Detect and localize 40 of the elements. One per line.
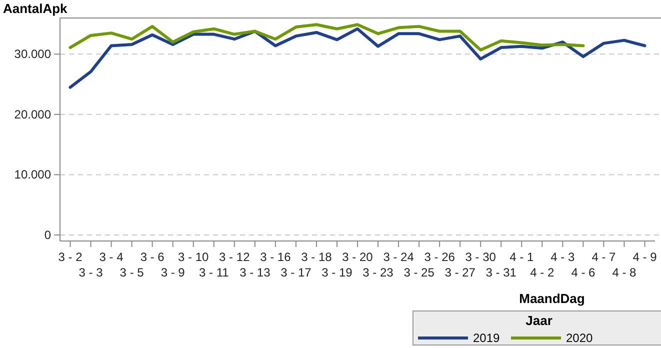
x-axis-title: MaandDag	[519, 291, 585, 306]
x-tick-label: 3 - 18	[301, 250, 332, 264]
x-tick-label: 3 - 31	[486, 265, 517, 280]
x-tick-label: 4 - 6	[571, 265, 596, 280]
line-series	[68, 27, 646, 89]
x-tick-label: 3 - 10	[178, 250, 210, 264]
x-tick-label: 4 - 8	[612, 265, 637, 280]
y-tick-label: 20.000	[14, 107, 52, 122]
x-tick-label: 3 - 11	[198, 265, 230, 280]
legend-title: Jaar	[526, 313, 552, 328]
x-tick-label: 3 - 19	[322, 265, 353, 280]
x-tick-label: 4 - 3	[550, 250, 576, 264]
y-axis-title: AantalApk	[3, 1, 68, 16]
x-tick-label: 3 - 25	[404, 265, 435, 280]
x-tick-label: 4 - 9	[632, 250, 658, 264]
x-tick-label: 4 - 7	[592, 250, 616, 264]
x-tick-label: 3 - 23	[362, 265, 394, 280]
x-tick-label: 3 - 12	[219, 250, 250, 264]
x-tick-label: 3 - 24	[383, 250, 414, 264]
x-tick-label: 4 - 1	[510, 250, 534, 264]
x-tick-label: 3 - 30	[465, 250, 496, 264]
x-tick-label: 3 - 13	[240, 265, 271, 280]
y-tick-label: 30.000	[14, 47, 52, 61]
x-tick-label: 3 - 26	[424, 250, 456, 264]
legend-label: 2019	[473, 331, 500, 345]
x-tick-label: 3 - 16	[260, 250, 292, 264]
legend-label: 2020	[566, 331, 594, 345]
x-tick-label: 3 - 27	[444, 265, 476, 280]
y-tick-label: 10.000	[14, 168, 52, 182]
y-tick-label: 0	[44, 228, 52, 242]
x-tick-label: 3 - 6	[140, 250, 165, 264]
x-tick-label: 4 - 2	[530, 265, 554, 280]
x-tick-label: 3 - 9	[160, 265, 186, 280]
x-tick-label: 3 - 2	[58, 250, 83, 264]
x-tick-label: 3 - 17	[280, 265, 312, 280]
x-tick-label: 3 - 5	[120, 265, 144, 280]
x-tick-label: 3 - 3	[78, 265, 104, 280]
x-tick-label: 3 - 20	[342, 250, 374, 264]
x-tick-label: 3 - 4	[99, 250, 124, 264]
line-series	[68, 23, 585, 52]
